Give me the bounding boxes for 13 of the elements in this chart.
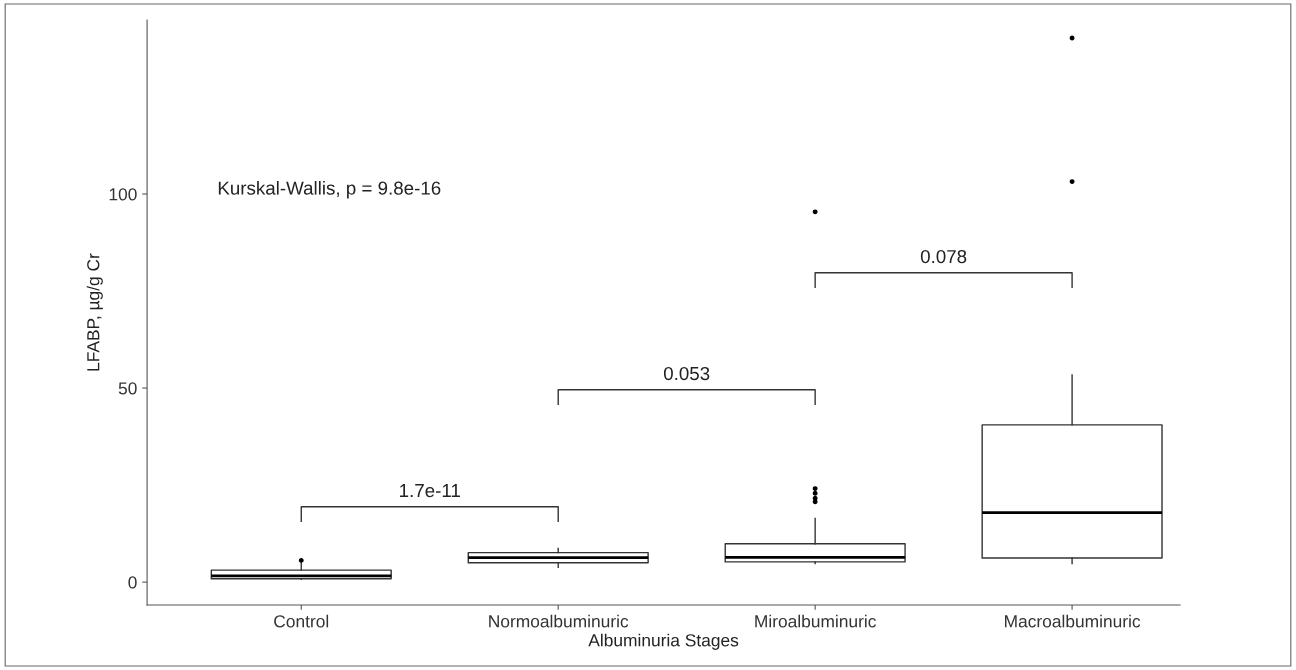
x-tick-label: Miroalbuminuric — [755, 614, 876, 628]
x-tick-label: Macroalbuminuric — [1005, 614, 1141, 628]
annotation: Kurskal-Wallis, p = 9.8e-16 — [218, 180, 441, 199]
x-tick-label: Normoalbuminuric — [489, 614, 629, 628]
y-tick-label: 0 — [128, 576, 137, 589]
y-tick-label: 100 — [109, 188, 137, 201]
annotation: 1.7e-11 — [400, 484, 460, 498]
y-tick-label: 50 — [118, 382, 137, 395]
annotation: 0.053 — [663, 366, 710, 381]
y-axis-title: LFABP, µg/g Cr — [86, 253, 103, 371]
annotation: 0.078 — [920, 249, 967, 264]
x-tick-label: Control — [274, 614, 329, 628]
x-axis-title: Albuminuria Stages — [588, 633, 739, 650]
